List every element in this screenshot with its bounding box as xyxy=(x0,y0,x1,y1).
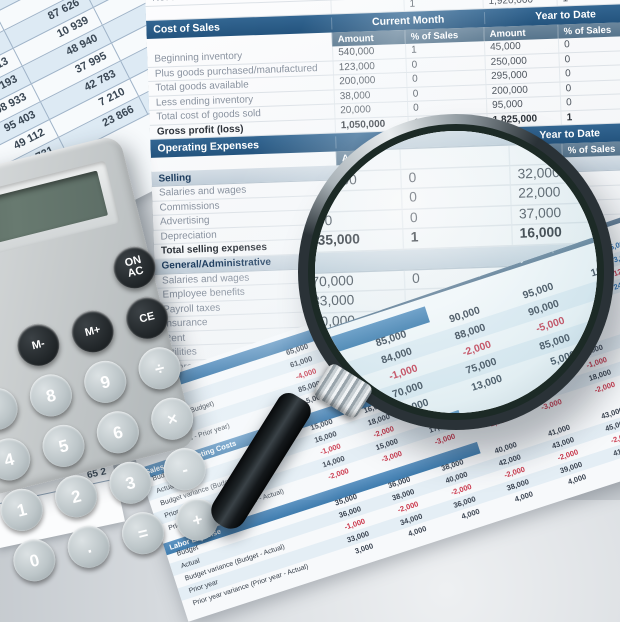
cell-value: 540,000 xyxy=(332,44,405,60)
cell-value: 235,000 xyxy=(308,229,403,251)
cell-value: 250,000 xyxy=(484,53,558,69)
calculator-key: × xyxy=(147,393,198,444)
cell-value: 0 xyxy=(406,85,485,101)
cell-value: 1 xyxy=(560,108,620,124)
calculator-key: M- xyxy=(13,319,64,370)
calculator-key: ÷ xyxy=(134,343,185,394)
calculator-key: 3 xyxy=(105,457,156,508)
cell-value: 0 xyxy=(400,166,510,188)
calculator-key: ON AC xyxy=(109,242,160,293)
cell-value: 0 xyxy=(559,79,620,95)
cell-value xyxy=(508,142,604,164)
cell-value: 0 xyxy=(559,65,620,81)
cell-value: 1 xyxy=(405,41,484,57)
calculator-key: 7 xyxy=(0,383,22,434)
cell-value: 95,000 xyxy=(486,97,560,113)
cell-value: 0 xyxy=(558,50,620,66)
cell-value: 22,000 xyxy=(510,182,604,204)
cell-value: 70,000 xyxy=(308,270,404,292)
calculator-key: = xyxy=(118,508,169,559)
calculator-key: 9 xyxy=(80,356,131,407)
column-header: Amount xyxy=(507,124,604,125)
cell-value xyxy=(399,146,509,168)
calculator-key: 2 xyxy=(51,471,102,522)
cell-value: 0 xyxy=(401,206,511,228)
cell-value: 112,000 xyxy=(308,169,401,191)
calculator-key: M+ xyxy=(67,306,118,357)
cell-value: 200,000 xyxy=(485,82,559,98)
cell-value: 295,000 xyxy=(485,68,559,84)
cell-value: 20,000 xyxy=(600,374,604,410)
calculator-key: . xyxy=(63,521,114,572)
row-label xyxy=(146,7,331,13)
cell-value: 1 xyxy=(402,226,512,248)
cell-value: 123,000 xyxy=(333,58,406,74)
cell-value: 335 xyxy=(308,189,401,211)
cell-value: 20,000 xyxy=(334,102,407,118)
cell-value: 38,000 xyxy=(334,87,407,103)
cell-value: 32,000 xyxy=(509,162,604,184)
column-group: Year to Date xyxy=(484,7,620,25)
calculator-key: - xyxy=(159,444,210,495)
cell-value: 200,000 xyxy=(333,73,406,89)
calculator-key: 0 xyxy=(9,535,60,586)
cell-value: 0 xyxy=(407,99,486,115)
cell-value: 0 xyxy=(401,186,511,208)
cell-value: 0 xyxy=(405,56,484,72)
cell-value: 10,500 xyxy=(308,417,366,420)
cell-value: -2,000 xyxy=(532,415,604,420)
cell-value: 100 xyxy=(308,209,402,231)
cell-value: 37,000 xyxy=(510,202,604,224)
photo-financial-desk: { "income_statement": { "net_sales_label… xyxy=(0,0,620,500)
calculator-key: CE xyxy=(122,292,173,343)
calculator-key: 4 xyxy=(0,434,35,485)
calculator-key: 8 xyxy=(25,370,76,421)
cell-value: 0 xyxy=(560,94,620,110)
cell-value: 0 xyxy=(558,36,620,52)
calculator-key: 5 xyxy=(38,420,89,471)
calculator-key: 1 xyxy=(0,484,47,535)
cell-value: 0 xyxy=(406,70,485,86)
calculator-display xyxy=(0,171,108,264)
spacer xyxy=(147,40,332,46)
cell-value: 45,000 xyxy=(484,39,558,55)
column-group: Current Month xyxy=(331,12,484,29)
cell-value: 122,000 xyxy=(308,149,400,171)
calculator-key: 6 xyxy=(92,407,143,458)
